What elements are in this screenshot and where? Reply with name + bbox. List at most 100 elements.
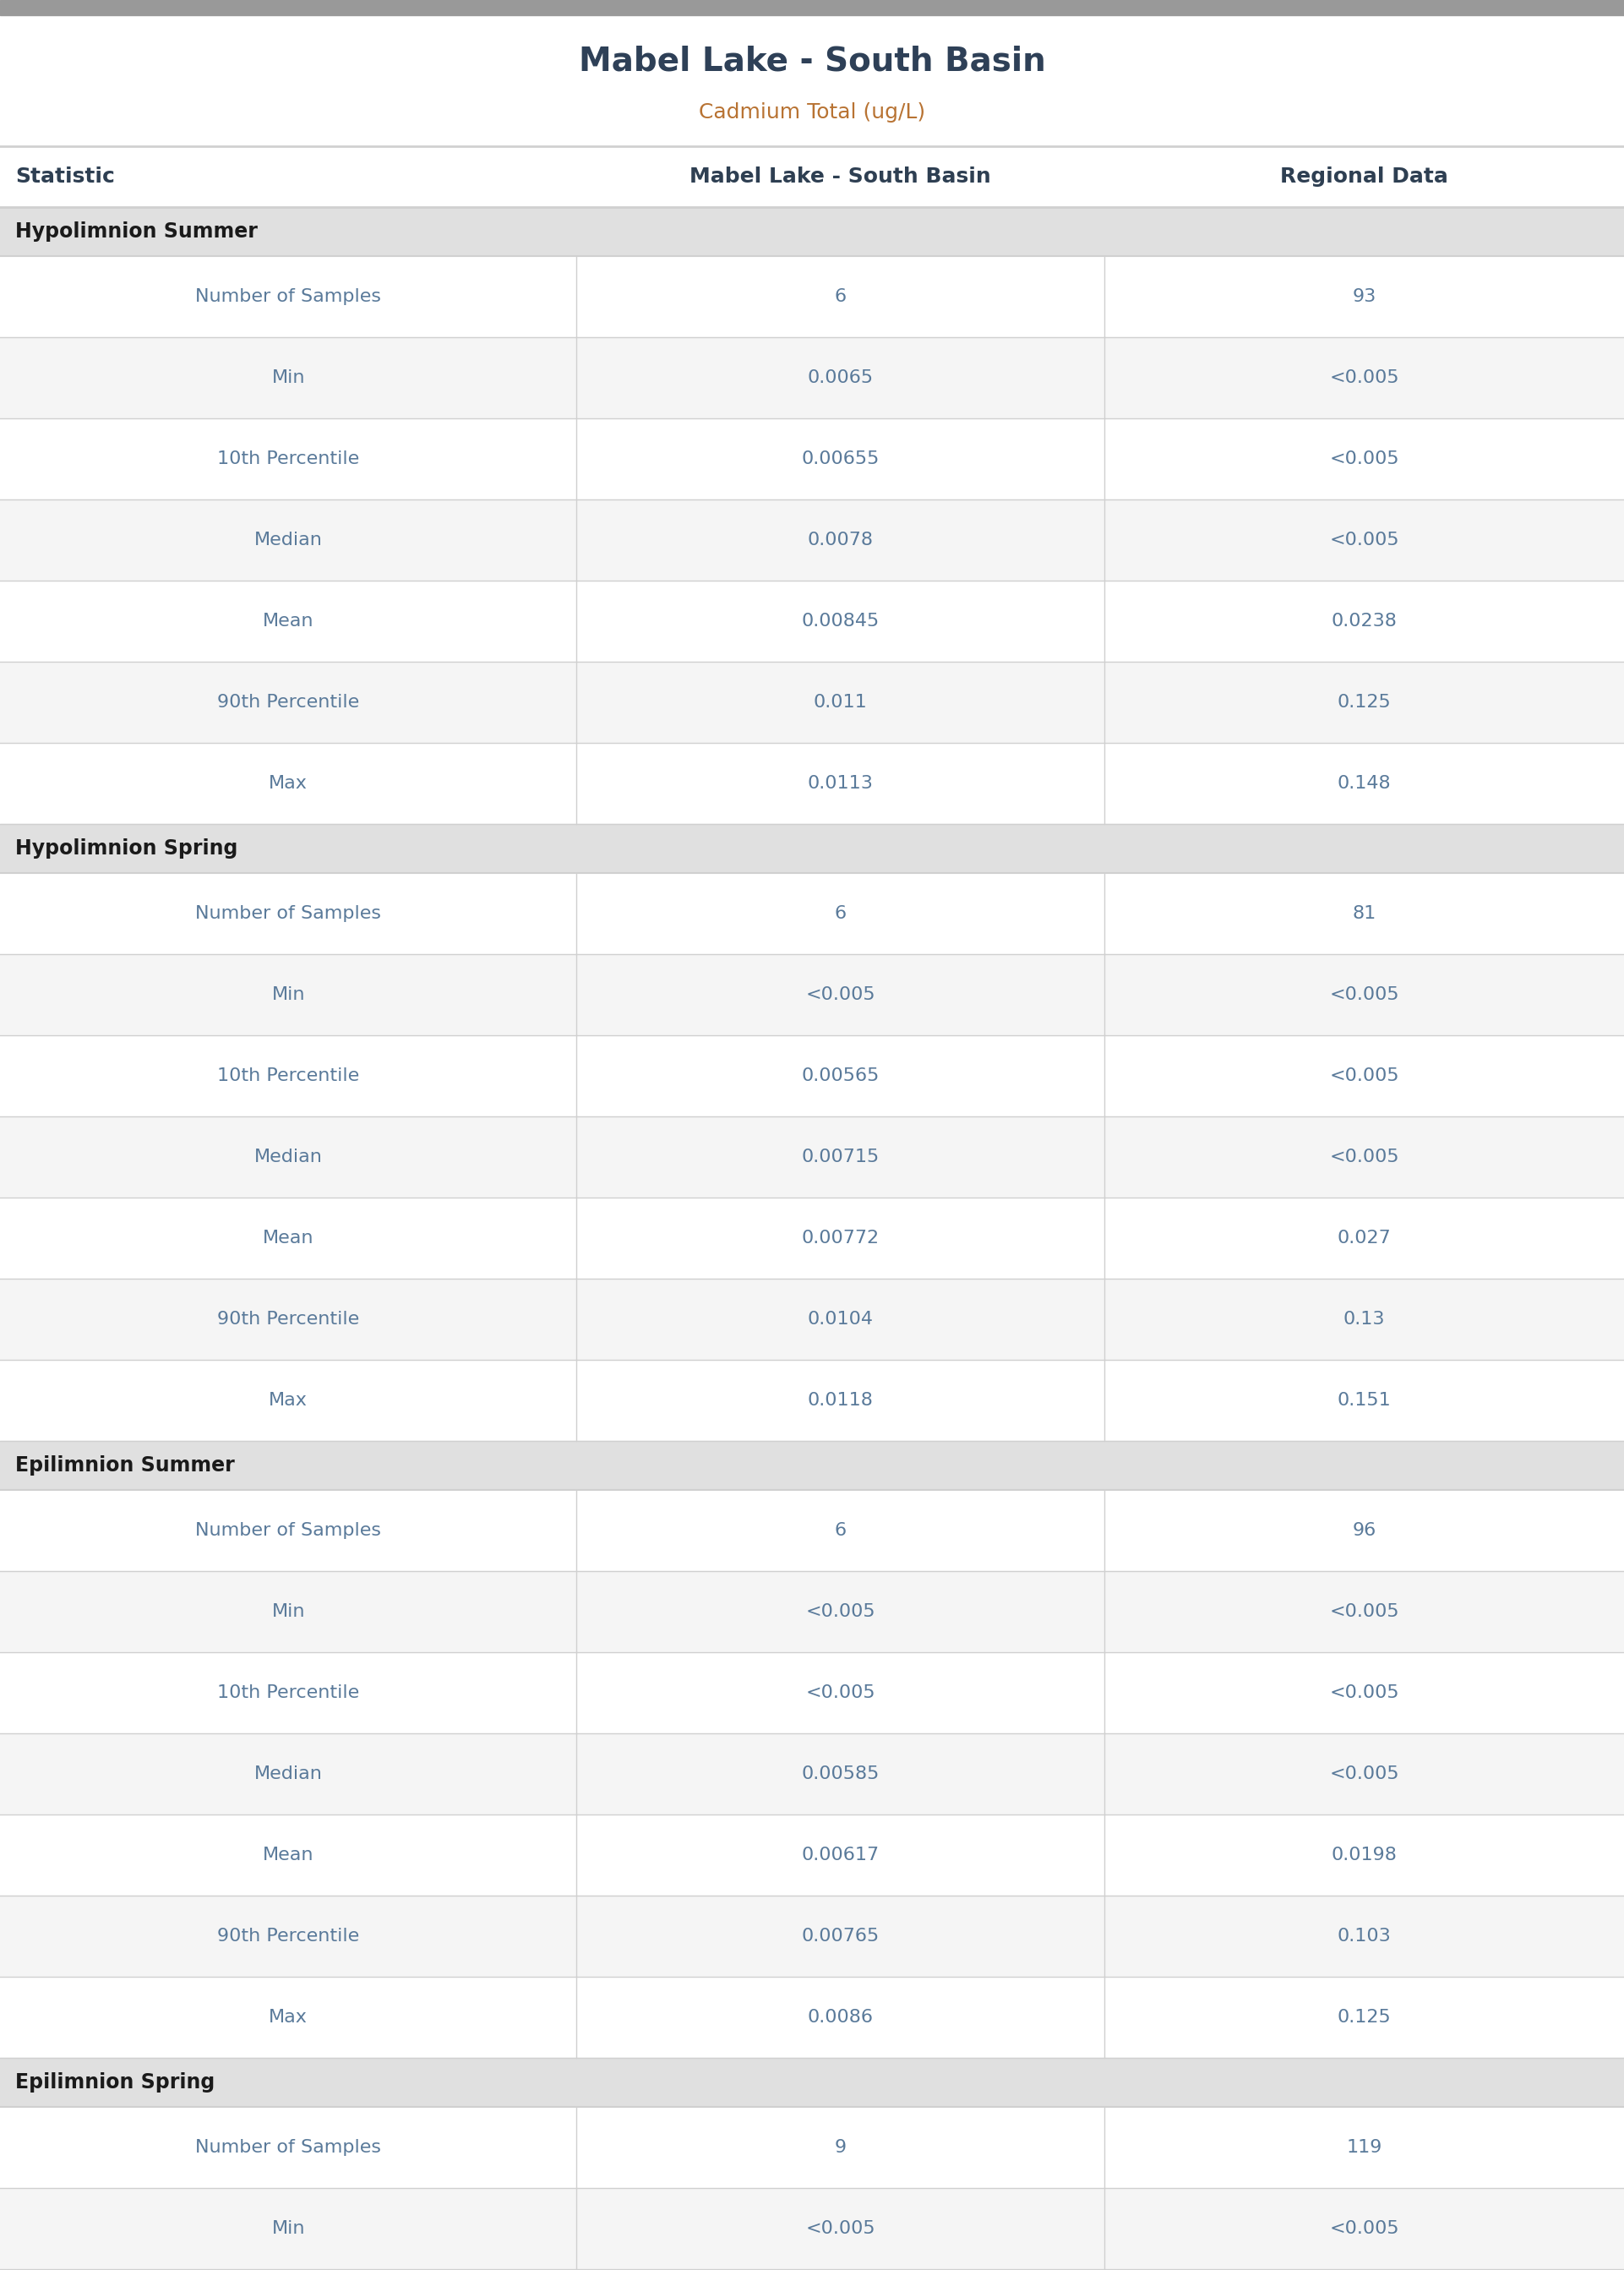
Text: 0.13: 0.13	[1343, 1310, 1385, 1328]
Text: Mabel Lake - South Basin: Mabel Lake - South Basin	[690, 166, 991, 186]
Text: 0.0086: 0.0086	[807, 2009, 874, 2025]
Bar	[0, 0, 1624, 16]
Bar	[0, 2059, 1624, 2107]
Text: Min: Min	[271, 985, 305, 1003]
Text: 6: 6	[835, 1523, 846, 1539]
Text: Min: Min	[271, 2220, 305, 2236]
Text: Regional Data: Regional Data	[1280, 166, 1449, 186]
Text: 0.00655: 0.00655	[801, 449, 880, 468]
Text: 90th Percentile: 90th Percentile	[218, 1927, 359, 1945]
Bar	[0, 1360, 1624, 1441]
Text: 0.00715: 0.00715	[802, 1149, 879, 1165]
Text: Number of Samples: Number of Samples	[195, 2138, 382, 2156]
Bar	[0, 2188, 1624, 2270]
Text: <0.005: <0.005	[806, 1684, 875, 1700]
Text: 81: 81	[1353, 906, 1376, 922]
Text: Number of Samples: Number of Samples	[195, 1523, 382, 1539]
Text: 0.0113: 0.0113	[807, 774, 874, 792]
Text: 0.00585: 0.00585	[801, 1766, 880, 1782]
Text: 0.0078: 0.0078	[807, 531, 874, 549]
Text: 0.125: 0.125	[1337, 695, 1392, 711]
Text: <0.005: <0.005	[1330, 370, 1398, 386]
Text: Mean: Mean	[263, 1846, 313, 1864]
Text: 119: 119	[1346, 2138, 1382, 2156]
Bar	[0, 1814, 1624, 1895]
Bar	[0, 824, 1624, 874]
Text: 10th Percentile: 10th Percentile	[218, 1067, 359, 1085]
Text: <0.005: <0.005	[1330, 2220, 1398, 2236]
Text: 0.0118: 0.0118	[807, 1392, 874, 1410]
Text: Min: Min	[271, 1603, 305, 1621]
Text: 0.103: 0.103	[1337, 1927, 1392, 1945]
Bar	[0, 257, 1624, 338]
Text: Mean: Mean	[263, 1230, 313, 1246]
Text: 0.0198: 0.0198	[1332, 1846, 1397, 1864]
Text: 0.151: 0.151	[1337, 1392, 1392, 1410]
Text: Number of Samples: Number of Samples	[195, 288, 382, 304]
Text: 93: 93	[1353, 288, 1376, 304]
Text: 0.00772: 0.00772	[802, 1230, 879, 1246]
Text: Epilimnion Spring: Epilimnion Spring	[15, 2073, 214, 2093]
Text: 0.011: 0.011	[814, 695, 867, 711]
Bar	[0, 953, 1624, 1035]
Text: 10th Percentile: 10th Percentile	[218, 1684, 359, 1700]
Bar	[0, 1278, 1624, 1360]
Text: 90th Percentile: 90th Percentile	[218, 1310, 359, 1328]
Text: 0.0104: 0.0104	[807, 1310, 874, 1328]
Text: 6: 6	[835, 288, 846, 304]
Text: 0.125: 0.125	[1337, 2009, 1392, 2025]
Text: Max: Max	[270, 1392, 307, 1410]
Text: 9: 9	[835, 2138, 846, 2156]
Text: 0.027: 0.027	[1337, 1230, 1392, 1246]
Text: <0.005: <0.005	[806, 985, 875, 1003]
Text: <0.005: <0.005	[1330, 985, 1398, 1003]
Text: <0.005: <0.005	[806, 2220, 875, 2236]
Text: Hypolimnion Summer: Hypolimnion Summer	[15, 222, 258, 241]
Bar	[0, 1489, 1624, 1571]
Text: 0.00565: 0.00565	[801, 1067, 880, 1085]
Text: Median: Median	[253, 1149, 323, 1165]
Text: <0.005: <0.005	[1330, 531, 1398, 549]
Bar	[0, 1035, 1624, 1117]
Text: Median: Median	[253, 1766, 323, 1782]
Bar	[0, 874, 1624, 953]
Text: Mean: Mean	[263, 613, 313, 629]
Bar	[0, 663, 1624, 742]
Bar	[0, 1653, 1624, 1734]
Text: Min: Min	[271, 370, 305, 386]
Bar	[0, 1199, 1624, 1278]
Text: <0.005: <0.005	[1330, 1603, 1398, 1621]
Text: <0.005: <0.005	[806, 1603, 875, 1621]
Text: 0.00617: 0.00617	[802, 1846, 879, 1864]
Text: 0.0238: 0.0238	[1332, 613, 1397, 629]
Bar	[0, 1734, 1624, 1814]
Text: Max: Max	[270, 2009, 307, 2025]
Text: Median: Median	[253, 531, 323, 549]
Text: Max: Max	[270, 774, 307, 792]
Bar	[0, 1571, 1624, 1653]
Text: Statistic: Statistic	[15, 166, 115, 186]
Bar	[0, 338, 1624, 418]
Text: Cadmium Total (ug/L): Cadmium Total (ug/L)	[698, 102, 926, 123]
Bar	[0, 1117, 1624, 1199]
Text: 0.00765: 0.00765	[802, 1927, 879, 1945]
Text: <0.005: <0.005	[1330, 1149, 1398, 1165]
Text: Epilimnion Summer: Epilimnion Summer	[15, 1455, 235, 1476]
Text: 96: 96	[1353, 1523, 1376, 1539]
Text: <0.005: <0.005	[1330, 1684, 1398, 1700]
Bar	[0, 1977, 1624, 2059]
Text: Mabel Lake - South Basin: Mabel Lake - South Basin	[578, 45, 1046, 77]
Text: 10th Percentile: 10th Percentile	[218, 449, 359, 468]
Bar	[0, 207, 1624, 257]
Text: 0.148: 0.148	[1337, 774, 1392, 792]
Text: 6: 6	[835, 906, 846, 922]
Text: <0.005: <0.005	[1330, 449, 1398, 468]
Text: Number of Samples: Number of Samples	[195, 906, 382, 922]
Text: <0.005: <0.005	[1330, 1067, 1398, 1085]
Text: Hypolimnion Spring: Hypolimnion Spring	[15, 838, 237, 858]
Text: 0.0065: 0.0065	[807, 370, 874, 386]
Bar	[0, 1895, 1624, 1977]
Bar	[0, 1441, 1624, 1489]
Text: 90th Percentile: 90th Percentile	[218, 695, 359, 711]
Bar	[0, 499, 1624, 581]
